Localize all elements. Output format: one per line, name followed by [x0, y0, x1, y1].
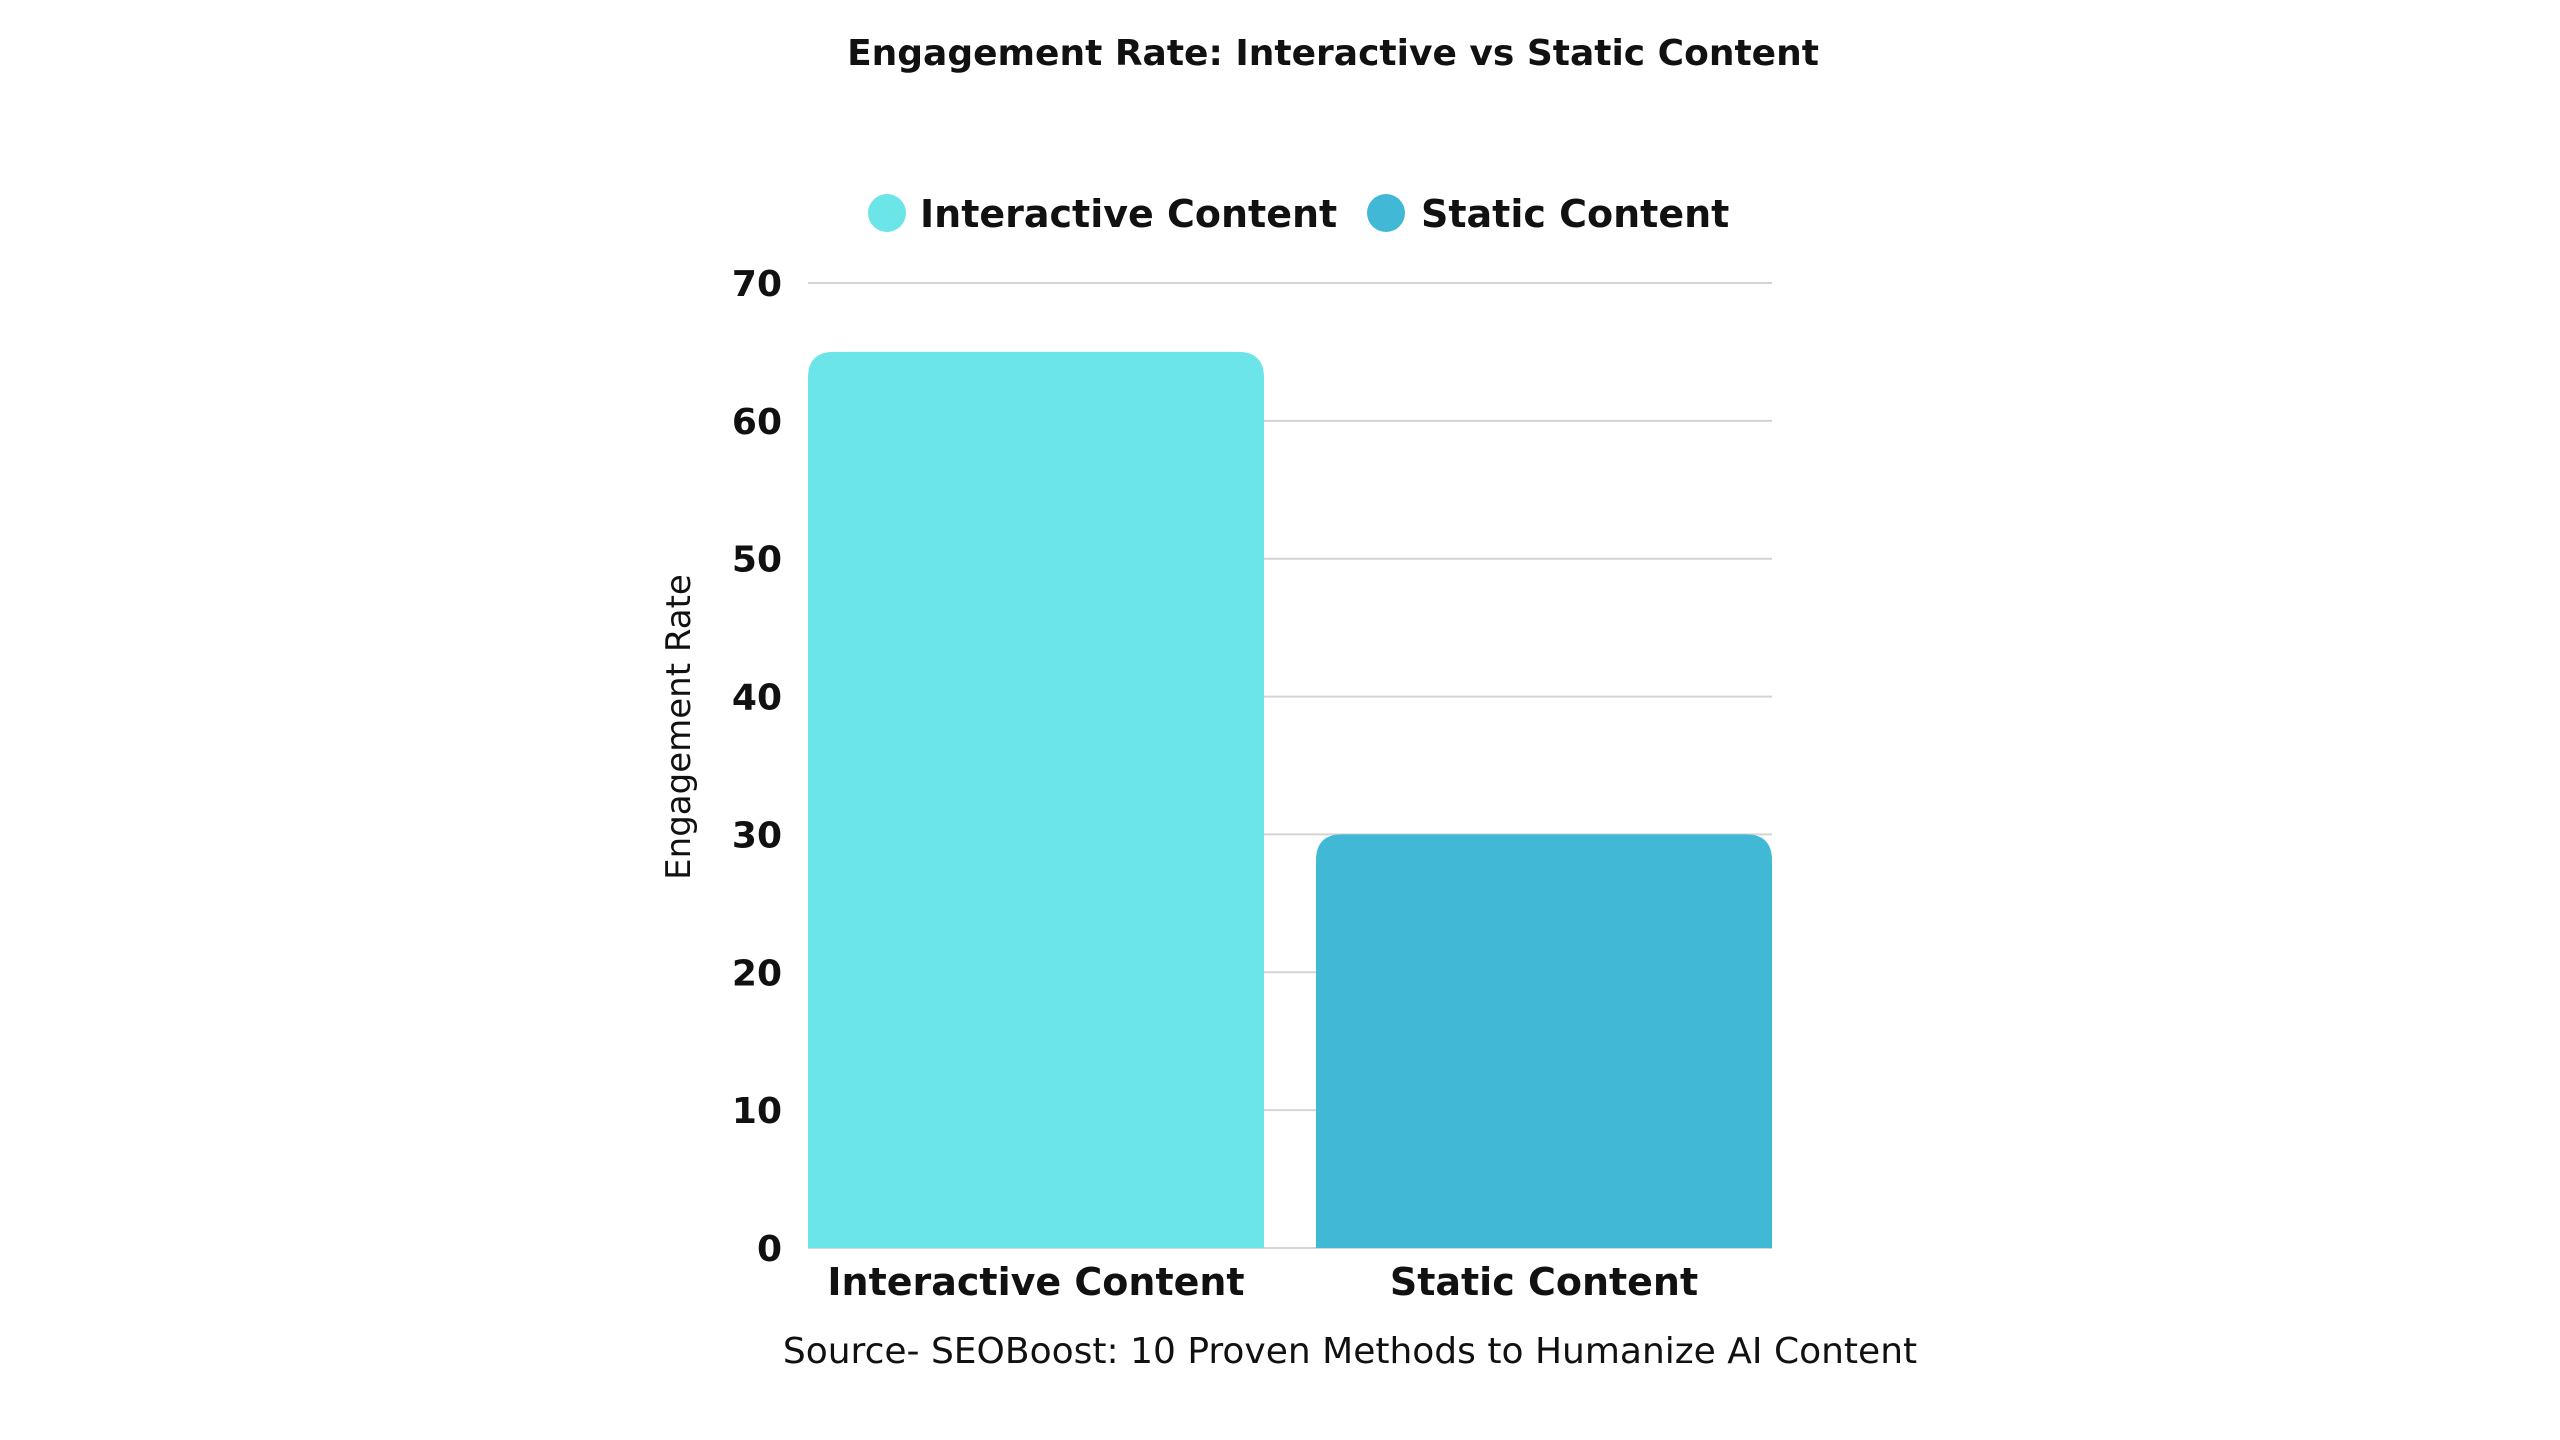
legend-label-interactive: Interactive Content — [920, 192, 1337, 236]
y-tick-label: 10 — [732, 1091, 782, 1132]
x-axis-categories: Interactive Content Static Content — [827, 1260, 1698, 1304]
y-tick-label: 50 — [732, 540, 782, 581]
legend-item-static: Static Content — [1367, 192, 1729, 236]
bars — [808, 351, 1772, 1248]
legend-item-interactive: Interactive Content — [868, 192, 1337, 236]
x-category-label: Interactive Content — [827, 1260, 1244, 1304]
y-axis-title: Engagement Rate — [659, 574, 699, 880]
y-tick-label: 40 — [732, 678, 782, 719]
x-category-label: Static Content — [1390, 1260, 1698, 1304]
y-tick-label: 30 — [732, 815, 782, 856]
legend-label-static: Static Content — [1421, 192, 1729, 236]
y-axis-ticks: 0 10 20 30 40 50 60 70 — [732, 264, 782, 1270]
chart-title: Engagement Rate: Interactive vs Static C… — [847, 33, 1819, 74]
bar-interactive-content — [808, 351, 1264, 1248]
legend: Interactive Content Static Content — [868, 192, 1729, 236]
y-tick-label: 20 — [732, 953, 782, 994]
y-tick-label: 0 — [757, 1229, 782, 1270]
y-tick-label: 70 — [732, 264, 782, 305]
legend-swatch-static — [1367, 194, 1405, 232]
legend-swatch-interactive — [868, 194, 906, 232]
y-tick-label: 60 — [732, 402, 782, 443]
source-note: Source- SEOBoost: 10 Proven Methods to H… — [783, 1331, 1917, 1372]
bar-static-content — [1316, 834, 1772, 1248]
